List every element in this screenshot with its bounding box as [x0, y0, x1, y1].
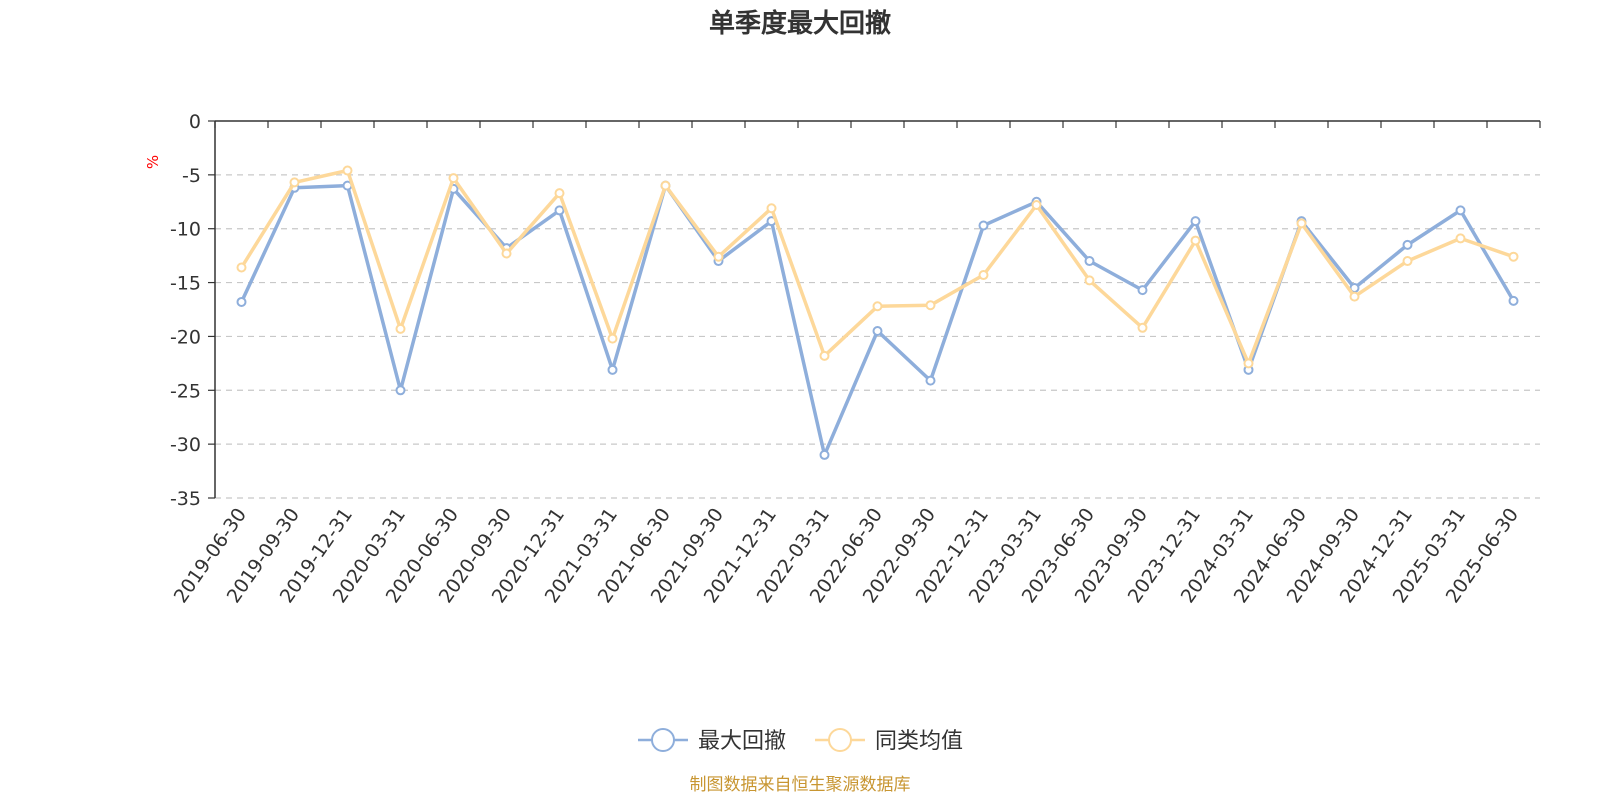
data-point[interactable] — [872, 301, 883, 312]
data-point[interactable] — [607, 333, 618, 344]
data-point[interactable] — [607, 364, 618, 375]
data-point[interactable] — [1084, 275, 1095, 286]
data-point[interactable] — [819, 449, 830, 460]
data-point[interactable] — [554, 205, 565, 216]
data-point[interactable] — [1243, 358, 1254, 369]
legend[interactable]: 最大回撤 同类均值 — [638, 728, 963, 754]
data-point[interactable] — [660, 180, 671, 191]
data-point[interactable] — [1137, 285, 1148, 296]
axes: 0-5-10-15-20-25-30-352019-06-302019-09-3… — [170, 111, 1541, 607]
y-tick-label: -20 — [170, 326, 201, 348]
data-point[interactable] — [395, 323, 406, 334]
data-point[interactable] — [1402, 239, 1413, 250]
data-point[interactable] — [1402, 256, 1413, 267]
data-point[interactable] — [236, 262, 247, 273]
legend-label: 最大回撤 — [698, 729, 786, 754]
series — [236, 165, 1519, 460]
data-point[interactable] — [713, 251, 724, 262]
data-point[interactable] — [1508, 251, 1519, 262]
data-point[interactable] — [925, 375, 936, 386]
data-point[interactable] — [1455, 233, 1466, 244]
y-tick-label: -10 — [170, 219, 201, 241]
series-2 — [236, 165, 1519, 369]
legend-label: 同类均值 — [875, 729, 963, 754]
y-axis-unit: % — [144, 155, 162, 169]
data-point[interactable] — [872, 326, 883, 337]
data-point[interactable] — [1084, 256, 1095, 267]
data-point[interactable] — [1296, 218, 1307, 229]
legend-item-2[interactable]: 同类均值 — [815, 728, 963, 754]
series-1 — [236, 180, 1519, 460]
data-point[interactable] — [1190, 235, 1201, 246]
data-point[interactable] — [766, 203, 777, 214]
legend-item-1[interactable]: 最大回撤 — [638, 728, 786, 754]
y-tick-label: -5 — [182, 165, 201, 187]
data-point[interactable] — [1455, 205, 1466, 216]
data-point[interactable] — [554, 188, 565, 199]
y-tick-label: 0 — [189, 111, 201, 133]
data-point[interactable] — [448, 173, 459, 184]
y-tick-label: -15 — [170, 273, 201, 295]
chart-title: 单季度最大回撤 — [709, 8, 891, 39]
data-point[interactable] — [289, 177, 300, 188]
data-point[interactable] — [925, 300, 936, 311]
legend-marker-icon — [828, 728, 852, 752]
data-point[interactable] — [501, 248, 512, 259]
y-tick-label: -35 — [170, 488, 201, 510]
legend-marker-icon — [651, 728, 675, 752]
data-point[interactable] — [1190, 216, 1201, 227]
data-point[interactable] — [236, 296, 247, 307]
data-point[interactable] — [395, 385, 406, 396]
data-point[interactable] — [1349, 291, 1360, 302]
series-line — [239, 183, 1516, 457]
data-point[interactable] — [978, 270, 989, 281]
y-tick-label: -25 — [170, 380, 201, 402]
data-point[interactable] — [342, 165, 353, 176]
data-point[interactable] — [819, 350, 830, 361]
data-point[interactable] — [1508, 295, 1519, 306]
data-source-note: 制图数据来自恒生聚源数据库 — [690, 775, 911, 795]
data-point[interactable] — [1137, 322, 1148, 333]
data-point[interactable] — [978, 220, 989, 231]
data-point[interactable] — [1031, 200, 1042, 211]
y-tick-label: -30 — [170, 434, 201, 456]
